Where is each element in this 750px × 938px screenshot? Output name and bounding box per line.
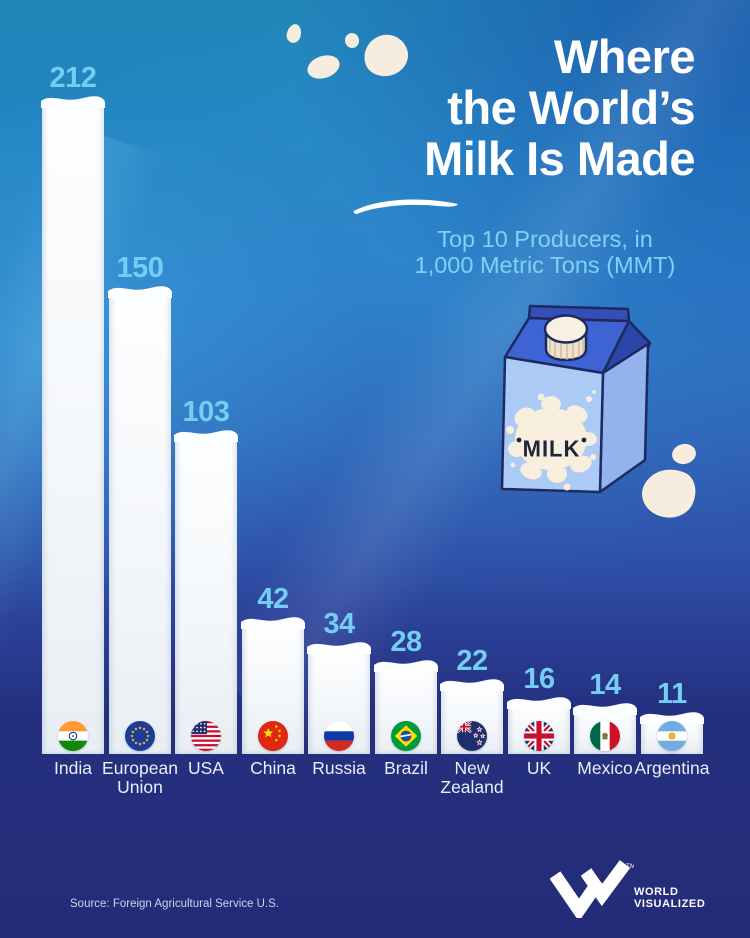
bar-country-label: China	[250, 758, 296, 778]
bar-wave-top	[307, 642, 371, 654]
logo-line: WORLD	[634, 886, 679, 898]
bar-country-label: Argentina	[634, 758, 710, 778]
bar-value-label: 28	[390, 626, 422, 658]
title-line: Milk Is Made	[424, 132, 695, 185]
bar-value-label: 212	[49, 62, 97, 94]
bar-wave-top	[640, 712, 704, 724]
bar-value-label: 150	[116, 252, 164, 284]
subtitle-line: 1,000 Metric Tons (MMT)	[414, 251, 676, 278]
page-title: Where the World’s Milk Is Made	[424, 31, 695, 184]
subtitle-line: Top 10 Producers, in	[437, 226, 653, 252]
world-visualized-logo-icon: TM	[550, 860, 634, 918]
russia-flag-icon	[324, 721, 354, 751]
european-union-flag-icon	[125, 721, 155, 751]
bar	[307, 642, 371, 754]
title-line: the World’s	[447, 81, 695, 134]
bar-country-label: Mexico	[577, 758, 633, 778]
bar-country-label: Russia	[312, 758, 366, 778]
bar-country-label: Brazil	[384, 758, 428, 778]
bar	[507, 697, 571, 754]
title-underline-swoosh	[353, 199, 458, 214]
argentina-flag-icon	[657, 721, 687, 751]
bar-wave-top	[573, 703, 637, 715]
bar-wave-top	[108, 286, 172, 298]
bar-value-label: 34	[323, 608, 355, 640]
bar	[241, 617, 305, 754]
china-flag-icon	[258, 721, 288, 751]
brazil-flag-icon	[391, 721, 421, 751]
milk-carton-illustration: MILK	[500, 304, 652, 494]
bar-value-label: 14	[589, 669, 621, 701]
bar-country-label: New Zealand	[440, 758, 504, 797]
bar-value-label: 103	[182, 396, 230, 428]
trademark-symbol: TM	[626, 863, 634, 870]
bar-wave-top	[440, 679, 504, 691]
new-zealand-flag-icon	[457, 721, 487, 751]
bar-value-label: 22	[456, 645, 488, 677]
bar-country-label: India	[54, 758, 92, 778]
milk-label: MILK	[523, 436, 581, 462]
bar	[174, 430, 238, 754]
bar	[440, 679, 504, 754]
source-note: Source: Foreign Agricultural Service U.S…	[70, 898, 280, 910]
bar-value-label: 11	[657, 678, 687, 710]
bar-country-label: European Union	[102, 758, 178, 797]
cap-ridges	[549, 338, 584, 360]
mexico-flag-icon	[590, 721, 620, 751]
uk-flag-icon	[524, 721, 554, 751]
bar-wave-top	[507, 697, 571, 709]
india-flag-icon	[58, 721, 88, 751]
bar-country-label: USA	[188, 758, 224, 778]
chart-subtitle: Top 10 Producers, in 1,000 Metric Tons (…	[380, 226, 710, 278]
bar-wave-top	[241, 617, 305, 629]
milk-label-group: MILK	[516, 436, 587, 462]
bar	[41, 96, 105, 754]
bar-wave-top	[174, 430, 238, 442]
bar-value-label: 42	[257, 583, 289, 615]
milk-splash	[506, 390, 597, 491]
carton-cap	[543, 314, 589, 362]
bar	[573, 703, 637, 754]
bar	[108, 286, 172, 754]
bar-value-label: 16	[523, 663, 555, 695]
bar-wave-top	[41, 96, 105, 108]
world-visualized-logo-text: WORLD VISUALIZED	[634, 886, 706, 910]
bar	[640, 712, 704, 754]
bar-wave-top	[374, 660, 438, 672]
usa-flag-icon	[191, 721, 221, 751]
bar	[374, 660, 438, 754]
logo-line: VISUALIZED	[634, 897, 706, 910]
title-line: Where	[553, 30, 696, 83]
bar-country-label: UK	[526, 758, 552, 778]
